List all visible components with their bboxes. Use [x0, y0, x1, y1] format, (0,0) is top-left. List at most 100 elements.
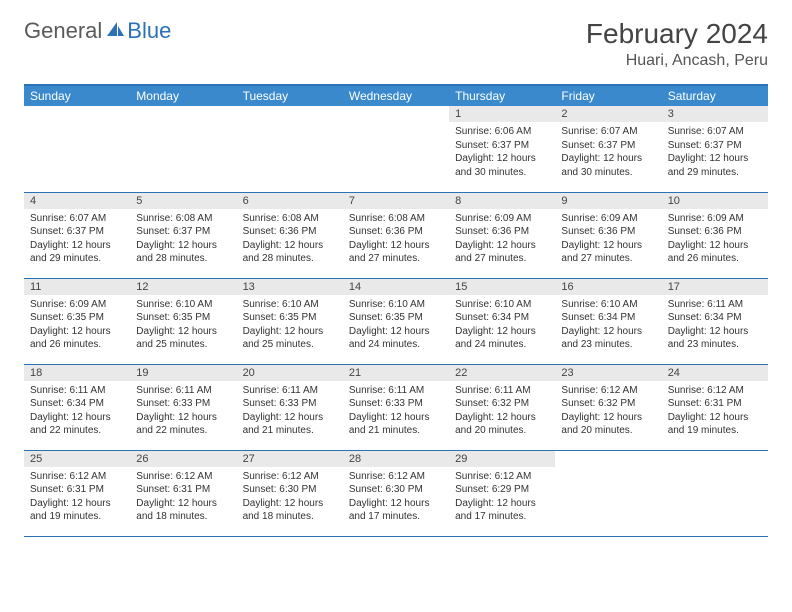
day-details: Sunrise: 6:11 AMSunset: 6:33 PMDaylight:… — [343, 381, 449, 441]
calendar-cell: 21Sunrise: 6:11 AMSunset: 6:33 PMDayligh… — [343, 364, 449, 450]
sunrise-text: Sunrise: 6:07 AM — [668, 125, 762, 139]
calendar-header: Sunday Monday Tuesday Wednesday Thursday… — [24, 85, 768, 106]
day-number: 8 — [449, 193, 555, 209]
sunrise-text: Sunrise: 6:07 AM — [30, 212, 124, 226]
calendar-cell: 16Sunrise: 6:10 AMSunset: 6:34 PMDayligh… — [555, 278, 661, 364]
day-details: Sunrise: 6:11 AMSunset: 6:33 PMDaylight:… — [237, 381, 343, 441]
day-number: 11 — [24, 279, 130, 295]
sunrise-text: Sunrise: 6:09 AM — [30, 298, 124, 312]
calendar-cell — [662, 450, 768, 536]
calendar-body: 1Sunrise: 6:06 AMSunset: 6:37 PMDaylight… — [24, 106, 768, 536]
calendar-cell: 18Sunrise: 6:11 AMSunset: 6:34 PMDayligh… — [24, 364, 130, 450]
day-details: Sunrise: 6:10 AMSunset: 6:35 PMDaylight:… — [130, 295, 236, 355]
sunrise-text: Sunrise: 6:11 AM — [136, 384, 230, 398]
sunrise-text: Sunrise: 6:07 AM — [561, 125, 655, 139]
calendar-cell: 2Sunrise: 6:07 AMSunset: 6:37 PMDaylight… — [555, 106, 661, 192]
day-details: Sunrise: 6:12 AMSunset: 6:32 PMDaylight:… — [555, 381, 661, 441]
sunrise-text: Sunrise: 6:08 AM — [243, 212, 337, 226]
day-number: 20 — [237, 365, 343, 381]
calendar-cell: 25Sunrise: 6:12 AMSunset: 6:31 PMDayligh… — [24, 450, 130, 536]
day-details: Sunrise: 6:08 AMSunset: 6:37 PMDaylight:… — [130, 209, 236, 269]
sunset-text: Sunset: 6:35 PM — [243, 311, 337, 325]
day-number: 9 — [555, 193, 661, 209]
weekday-heading: Thursday — [449, 85, 555, 106]
sunrise-text: Sunrise: 6:11 AM — [30, 384, 124, 398]
day-details: Sunrise: 6:08 AMSunset: 6:36 PMDaylight:… — [237, 209, 343, 269]
day-details: Sunrise: 6:12 AMSunset: 6:30 PMDaylight:… — [343, 467, 449, 527]
sunrise-text: Sunrise: 6:10 AM — [136, 298, 230, 312]
sunrise-text: Sunrise: 6:06 AM — [455, 125, 549, 139]
brand-logo: General Blue — [24, 18, 171, 44]
sunset-text: Sunset: 6:35 PM — [136, 311, 230, 325]
day-number: 24 — [662, 365, 768, 381]
day-number — [130, 106, 236, 122]
day-details: Sunrise: 6:07 AMSunset: 6:37 PMDaylight:… — [662, 122, 768, 182]
day-number — [343, 106, 449, 122]
sunset-text: Sunset: 6:33 PM — [136, 397, 230, 411]
sunrise-text: Sunrise: 6:12 AM — [455, 470, 549, 484]
brand-part2: Blue — [127, 18, 171, 44]
calendar-cell — [555, 450, 661, 536]
daylight-text: Daylight: 12 hours and 27 minutes. — [561, 239, 655, 266]
weekday-heading: Saturday — [662, 85, 768, 106]
day-number — [662, 451, 768, 467]
sunrise-text: Sunrise: 6:12 AM — [561, 384, 655, 398]
day-number — [237, 106, 343, 122]
calendar-cell: 7Sunrise: 6:08 AMSunset: 6:36 PMDaylight… — [343, 192, 449, 278]
day-number: 3 — [662, 106, 768, 122]
calendar-cell: 19Sunrise: 6:11 AMSunset: 6:33 PMDayligh… — [130, 364, 236, 450]
daylight-text: Daylight: 12 hours and 17 minutes. — [349, 497, 443, 524]
sunrise-text: Sunrise: 6:08 AM — [136, 212, 230, 226]
sunrise-text: Sunrise: 6:10 AM — [455, 298, 549, 312]
calendar-cell: 15Sunrise: 6:10 AMSunset: 6:34 PMDayligh… — [449, 278, 555, 364]
weekday-heading: Wednesday — [343, 85, 449, 106]
daylight-text: Daylight: 12 hours and 25 minutes. — [136, 325, 230, 352]
calendar-row: 4Sunrise: 6:07 AMSunset: 6:37 PMDaylight… — [24, 192, 768, 278]
calendar-row: 18Sunrise: 6:11 AMSunset: 6:34 PMDayligh… — [24, 364, 768, 450]
day-details: Sunrise: 6:08 AMSunset: 6:36 PMDaylight:… — [343, 209, 449, 269]
calendar-cell: 26Sunrise: 6:12 AMSunset: 6:31 PMDayligh… — [130, 450, 236, 536]
day-details: Sunrise: 6:10 AMSunset: 6:34 PMDaylight:… — [555, 295, 661, 355]
calendar-cell — [237, 106, 343, 192]
day-number: 10 — [662, 193, 768, 209]
sunrise-text: Sunrise: 6:11 AM — [349, 384, 443, 398]
day-number: 21 — [343, 365, 449, 381]
calendar-cell — [24, 106, 130, 192]
daylight-text: Daylight: 12 hours and 18 minutes. — [136, 497, 230, 524]
calendar-cell: 20Sunrise: 6:11 AMSunset: 6:33 PMDayligh… — [237, 364, 343, 450]
calendar-table: Sunday Monday Tuesday Wednesday Thursday… — [24, 84, 768, 537]
sunset-text: Sunset: 6:37 PM — [668, 139, 762, 153]
sunset-text: Sunset: 6:29 PM — [455, 483, 549, 497]
calendar-row: 25Sunrise: 6:12 AMSunset: 6:31 PMDayligh… — [24, 450, 768, 536]
day-details: Sunrise: 6:12 AMSunset: 6:31 PMDaylight:… — [130, 467, 236, 527]
weekday-heading: Tuesday — [237, 85, 343, 106]
daylight-text: Daylight: 12 hours and 27 minutes. — [455, 239, 549, 266]
daylight-text: Daylight: 12 hours and 19 minutes. — [30, 497, 124, 524]
sunset-text: Sunset: 6:34 PM — [30, 397, 124, 411]
sunrise-text: Sunrise: 6:09 AM — [561, 212, 655, 226]
sunset-text: Sunset: 6:30 PM — [243, 483, 337, 497]
title-block: February 2024 Huari, Ancash, Peru — [586, 18, 768, 70]
day-number: 28 — [343, 451, 449, 467]
weekday-heading: Friday — [555, 85, 661, 106]
day-number: 27 — [237, 451, 343, 467]
daylight-text: Daylight: 12 hours and 20 minutes. — [455, 411, 549, 438]
calendar-cell: 24Sunrise: 6:12 AMSunset: 6:31 PMDayligh… — [662, 364, 768, 450]
day-number: 25 — [24, 451, 130, 467]
sunset-text: Sunset: 6:31 PM — [668, 397, 762, 411]
sunrise-text: Sunrise: 6:10 AM — [349, 298, 443, 312]
calendar-cell: 1Sunrise: 6:06 AMSunset: 6:37 PMDaylight… — [449, 106, 555, 192]
day-details: Sunrise: 6:11 AMSunset: 6:32 PMDaylight:… — [449, 381, 555, 441]
sunset-text: Sunset: 6:31 PM — [30, 483, 124, 497]
day-details: Sunrise: 6:09 AMSunset: 6:36 PMDaylight:… — [449, 209, 555, 269]
sunset-text: Sunset: 6:36 PM — [243, 225, 337, 239]
daylight-text: Daylight: 12 hours and 20 minutes. — [561, 411, 655, 438]
calendar-cell: 4Sunrise: 6:07 AMSunset: 6:37 PMDaylight… — [24, 192, 130, 278]
calendar-cell: 11Sunrise: 6:09 AMSunset: 6:35 PMDayligh… — [24, 278, 130, 364]
calendar-row: 11Sunrise: 6:09 AMSunset: 6:35 PMDayligh… — [24, 278, 768, 364]
calendar-cell — [343, 106, 449, 192]
day-number: 23 — [555, 365, 661, 381]
calendar-cell: 27Sunrise: 6:12 AMSunset: 6:30 PMDayligh… — [237, 450, 343, 536]
daylight-text: Daylight: 12 hours and 24 minutes. — [349, 325, 443, 352]
location-label: Huari, Ancash, Peru — [586, 52, 768, 70]
